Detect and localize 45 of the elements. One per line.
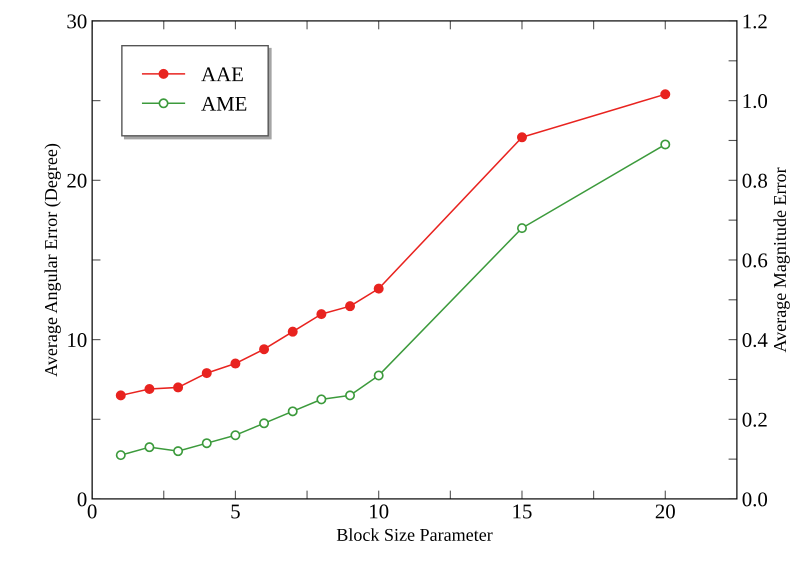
x-tick-label: 15 <box>513 504 532 518</box>
x-tick-label: 0 <box>88 504 97 518</box>
point <box>202 368 212 378</box>
point <box>516 132 527 142</box>
x-tick-label: 10 <box>370 504 388 518</box>
point <box>230 430 240 440</box>
y2-tick-label: 0.8 <box>742 174 768 188</box>
y-tick-label: 10 <box>68 333 86 348</box>
point <box>345 301 356 312</box>
y2-tick-label: 1.0 <box>744 94 768 108</box>
point <box>288 406 298 416</box>
point <box>230 358 240 369</box>
y2-tick-label: 0.2 <box>742 412 767 427</box>
point <box>259 418 270 428</box>
y2-tick-label: 0.6 <box>742 253 768 268</box>
x-axis-title: Block Size Parameter <box>336 528 493 541</box>
y-axis-title: Average Angular Error (Degree) <box>44 144 61 377</box>
point <box>144 442 154 452</box>
point <box>316 394 326 404</box>
y-tick-label: 30 <box>67 14 86 28</box>
legend-label: AME <box>201 96 246 111</box>
y2-tick-label: 1.2 <box>744 14 767 29</box>
point <box>259 344 270 354</box>
y-tick-label: 20 <box>67 174 86 188</box>
y-tick-label: 0 <box>78 492 86 506</box>
point <box>660 89 670 100</box>
y2-axis-title: Average Magnitude Error <box>773 168 790 352</box>
x-tick-label: 20 <box>656 504 675 518</box>
point <box>288 326 298 337</box>
point <box>660 139 670 150</box>
point <box>116 450 126 460</box>
y2-tick-label: 0.0 <box>742 492 768 506</box>
point <box>516 223 527 234</box>
point <box>173 446 184 456</box>
point <box>144 384 154 394</box>
point <box>374 370 384 380</box>
x-tick-label: 5 <box>231 504 240 518</box>
point <box>116 390 126 400</box>
point <box>316 309 326 320</box>
y2-tick-label: 0.4 <box>742 333 768 348</box>
point <box>202 438 212 448</box>
point <box>173 382 184 392</box>
point <box>374 284 384 294</box>
point <box>345 390 356 400</box>
legend-label: AAE <box>201 67 243 82</box>
